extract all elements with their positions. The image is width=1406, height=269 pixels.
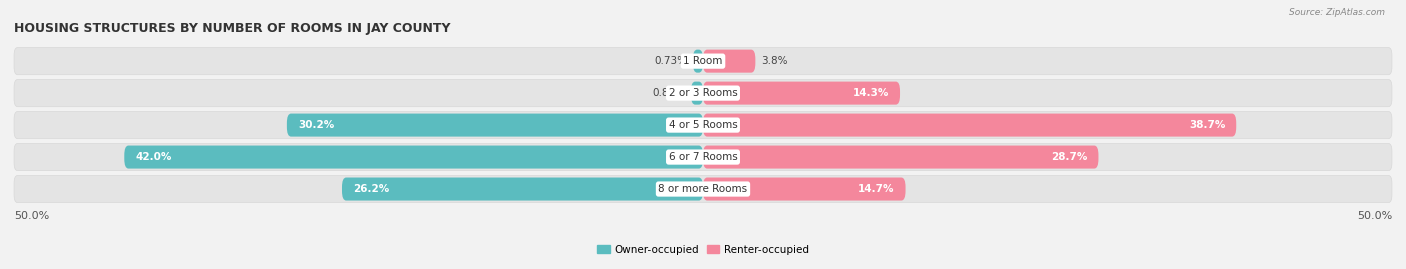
- Legend: Owner-occupied, Renter-occupied: Owner-occupied, Renter-occupied: [593, 240, 813, 259]
- Text: 14.7%: 14.7%: [858, 184, 894, 194]
- FancyBboxPatch shape: [14, 143, 1392, 171]
- FancyBboxPatch shape: [14, 48, 1392, 75]
- Text: 2 or 3 Rooms: 2 or 3 Rooms: [669, 88, 737, 98]
- FancyBboxPatch shape: [14, 80, 1392, 107]
- Text: Source: ZipAtlas.com: Source: ZipAtlas.com: [1289, 8, 1385, 17]
- FancyBboxPatch shape: [342, 178, 703, 201]
- Text: 50.0%: 50.0%: [1357, 211, 1392, 221]
- Text: HOUSING STRUCTURES BY NUMBER OF ROOMS IN JAY COUNTY: HOUSING STRUCTURES BY NUMBER OF ROOMS IN…: [14, 22, 450, 35]
- FancyBboxPatch shape: [703, 146, 1098, 169]
- FancyBboxPatch shape: [690, 82, 703, 105]
- FancyBboxPatch shape: [703, 49, 755, 73]
- Text: 14.3%: 14.3%: [852, 88, 889, 98]
- FancyBboxPatch shape: [703, 178, 905, 201]
- FancyBboxPatch shape: [703, 82, 900, 105]
- Text: 4 or 5 Rooms: 4 or 5 Rooms: [669, 120, 737, 130]
- FancyBboxPatch shape: [14, 111, 1392, 139]
- Text: 0.73%: 0.73%: [654, 56, 688, 66]
- FancyBboxPatch shape: [287, 114, 703, 137]
- Text: 6 or 7 Rooms: 6 or 7 Rooms: [669, 152, 737, 162]
- Text: 42.0%: 42.0%: [135, 152, 172, 162]
- Text: 0.87%: 0.87%: [652, 88, 686, 98]
- Text: 8 or more Rooms: 8 or more Rooms: [658, 184, 748, 194]
- Text: 3.8%: 3.8%: [761, 56, 787, 66]
- Text: 38.7%: 38.7%: [1189, 120, 1225, 130]
- FancyBboxPatch shape: [124, 146, 703, 169]
- FancyBboxPatch shape: [14, 175, 1392, 203]
- Text: 30.2%: 30.2%: [298, 120, 335, 130]
- FancyBboxPatch shape: [703, 114, 1236, 137]
- Text: 26.2%: 26.2%: [353, 184, 389, 194]
- Text: 1 Room: 1 Room: [683, 56, 723, 66]
- FancyBboxPatch shape: [693, 49, 703, 73]
- Text: 50.0%: 50.0%: [14, 211, 49, 221]
- Text: 28.7%: 28.7%: [1052, 152, 1087, 162]
